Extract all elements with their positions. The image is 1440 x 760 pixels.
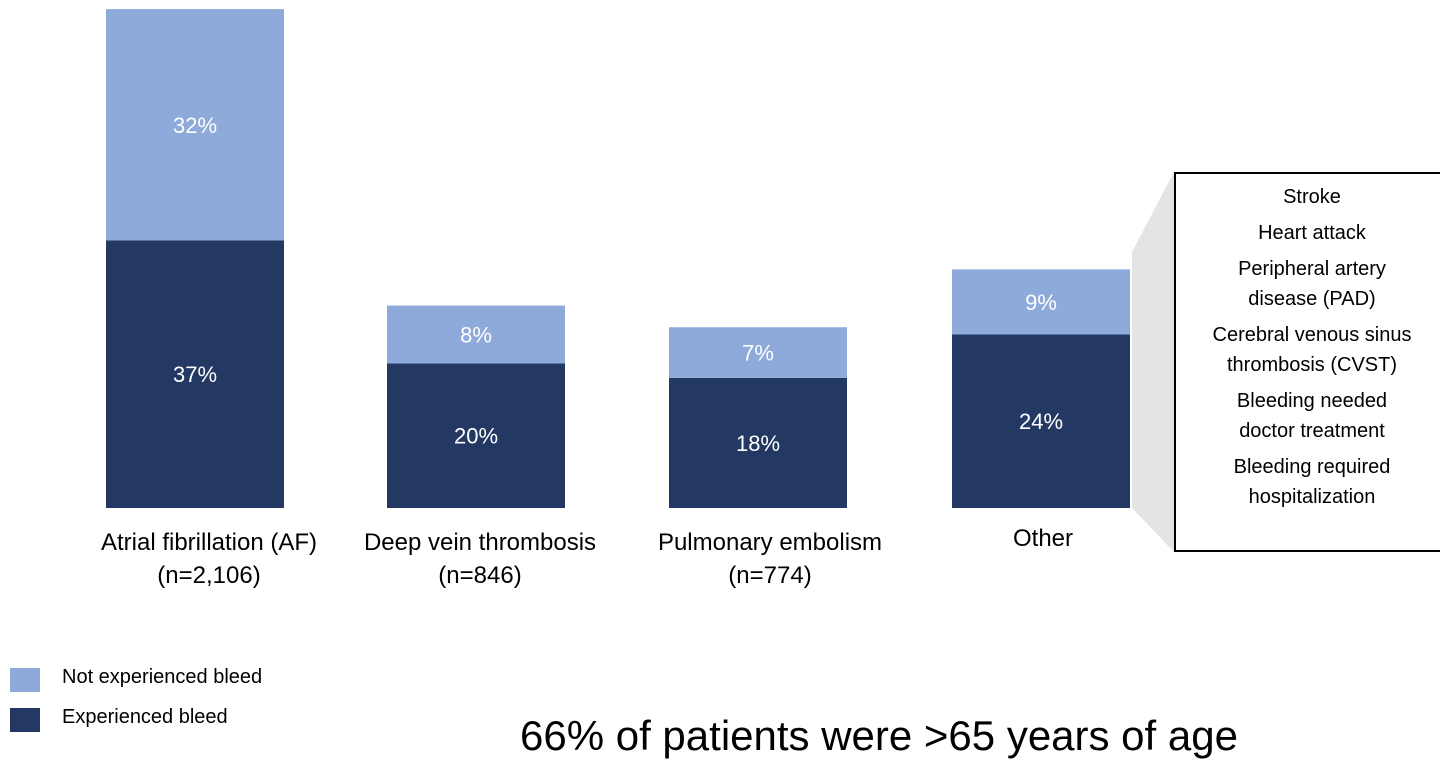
callout-item-stroke: Stroke [1283, 186, 1341, 208]
stacked-bar-chart: 37% 32% 20% 8% 18% 7% 24% 9% [106, 9, 1174, 552]
bar-segment-not-experienced-3 [952, 269, 1130, 335]
bar-label-experienced-0: 37% [173, 362, 217, 387]
bar-label-not-experienced-2: 7% [742, 341, 774, 366]
bar-label-experienced-2: 18% [736, 431, 780, 456]
callout-item-cvst: Cerebral venous sinus thrombosis (CVST) [1212, 324, 1412, 376]
category-label-2: Pulmonary embolism (n=774) [657, 529, 883, 589]
bar-segment-not-experienced-1 [387, 305, 565, 364]
bar-label-not-experienced-0: 32% [173, 113, 217, 138]
callout-item-bleeding-doctor: Bleeding needed doctor treatment [1236, 390, 1388, 442]
callout-box [1174, 172, 1440, 552]
age-footnote: 66% of patients were >65 years of age [520, 712, 1238, 759]
callout-item-bleeding-hospital: Bleeding required hospitalization [1233, 456, 1391, 508]
legend-swatch-not-experienced [10, 668, 40, 692]
legend-swatch-experienced [10, 708, 40, 732]
legend-label-not-experienced: Not experienced bleed [62, 666, 263, 688]
bar-segment-not-experienced-0 [106, 9, 284, 241]
bar-label-not-experienced-3: 9% [1025, 290, 1057, 315]
category-label-1: Deep vein thrombosis (n=846) [363, 529, 597, 589]
callout-connector [1132, 172, 1174, 552]
callout-list: Stroke Heart attack Peripheral artery di… [1174, 182, 1440, 518]
bar-segment-experienced-0 [106, 240, 284, 509]
bar-label-experienced-3: 24% [1019, 409, 1063, 434]
legend-label-experienced: Experienced bleed [62, 706, 228, 728]
bar-label-not-experienced-1: 8% [460, 322, 492, 347]
bar-segment-experienced-1 [387, 363, 565, 508]
category-label-3: Other [1012, 525, 1074, 552]
bar-label-experienced-1: 20% [454, 424, 498, 449]
bar-segment-experienced-2 [669, 377, 847, 508]
bar-segment-experienced-3 [952, 334, 1130, 508]
category-label-0: Atrial fibrillation (AF) (n=2,106) [100, 529, 318, 589]
callout-item-pad: Peripheral artery disease (PAD) [1238, 258, 1386, 310]
callout-item-heart-attack: Heart attack [1258, 222, 1366, 244]
bar-segment-not-experienced-2 [669, 327, 847, 378]
